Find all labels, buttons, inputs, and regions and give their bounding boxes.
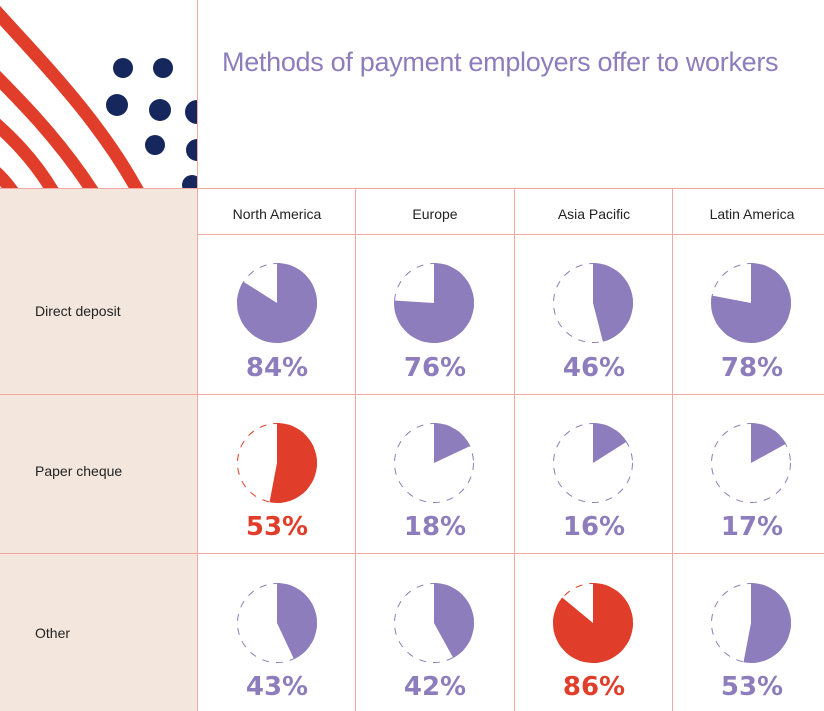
pie-slice [269, 423, 317, 503]
decorative-stripes-and-dots [0, 5, 197, 188]
pie-slice [751, 423, 787, 463]
row-header-other: Other [35, 625, 71, 641]
percent-label: 17% [720, 512, 784, 542]
grid-line [197, 234, 824, 235]
percent-label: 86% [562, 672, 626, 702]
percent-label: 16% [562, 512, 626, 542]
pie-slice [236, 263, 317, 343]
percent-label: 76% [403, 353, 467, 383]
column-header-asia-pacific: Asia Pacific [557, 206, 631, 222]
grid-line [0, 188, 824, 189]
pie-slice [593, 263, 633, 342]
grid-line [0, 553, 824, 554]
row-header-paper-cheque: Paper cheque [35, 463, 123, 479]
grid-line [355, 188, 356, 711]
grid-line [672, 188, 673, 711]
pie-slice [743, 583, 791, 663]
percent-label: 84% [245, 353, 309, 383]
column-header-europe: Europe [412, 206, 458, 222]
percent-label: 43% [245, 672, 309, 702]
pie-slice [277, 583, 317, 660]
row-header-column [0, 188, 197, 711]
pie-slice [434, 423, 471, 463]
row-header-direct-deposit: Direct deposit [35, 303, 121, 319]
pie-slice [434, 583, 475, 659]
percent-label: 46% [562, 353, 626, 383]
percent-label: 53% [245, 512, 309, 542]
grid-line [514, 188, 515, 711]
pie-slice [552, 583, 633, 663]
grid-line [0, 394, 824, 395]
column-header-north-america: North America [232, 206, 322, 222]
percent-label: 42% [403, 672, 467, 702]
pie-slice [711, 263, 791, 344]
pie-slice [393, 263, 474, 343]
percent-label: 78% [720, 353, 784, 383]
percent-label: 18% [403, 512, 467, 542]
grid-line [197, 0, 198, 711]
chart-title: Methods of payment employers offer to wo… [222, 47, 779, 77]
pie-slice [593, 423, 627, 463]
column-header-latin-america: Latin America [709, 206, 795, 222]
percent-label: 53% [720, 672, 784, 702]
